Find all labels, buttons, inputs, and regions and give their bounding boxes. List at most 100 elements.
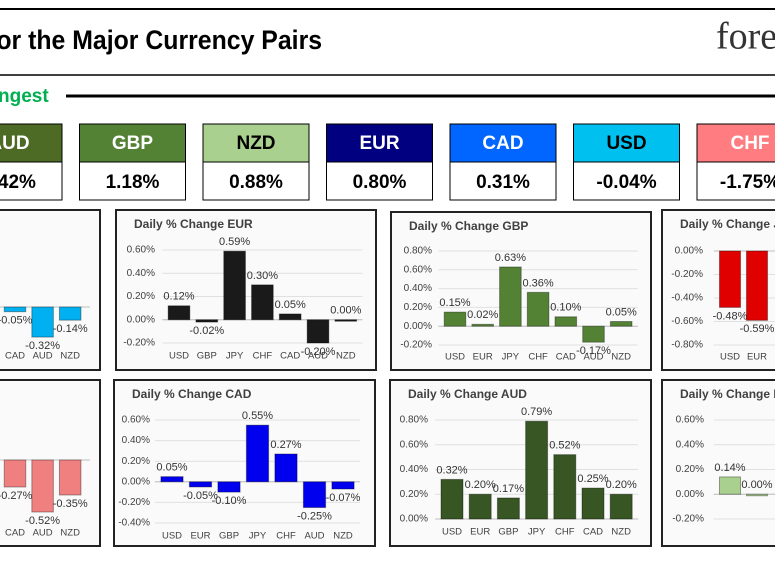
currency-name: CAD (482, 133, 523, 154)
value-label: 0.14% (714, 462, 745, 474)
currency-value-cell (202, 161, 310, 201)
y-tick-label: 0.00% (404, 321, 432, 332)
value-label: 0.20% (606, 479, 637, 491)
panel-frame (113, 379, 376, 547)
currency-change: 1.18% (106, 172, 160, 193)
bar (31, 459, 54, 513)
x-tick-label: EUR (190, 531, 210, 542)
value-label: 0.63% (495, 252, 526, 264)
x-tick-label: CHF (253, 351, 273, 362)
x-tick-label: NZD (333, 531, 353, 542)
x-tick-label: AUD (583, 352, 603, 363)
x-tick-label: JPY (502, 352, 520, 363)
currency-name: NZD (236, 133, 275, 154)
bar (581, 487, 605, 520)
x-tick-label: CAD (5, 351, 25, 362)
bar (217, 481, 241, 493)
bar (188, 481, 213, 488)
currency-change: 0.80% (353, 172, 407, 193)
x-tick-label: CHF (555, 527, 575, 538)
value-label: -0.17% (576, 345, 611, 357)
bar (496, 497, 520, 520)
value-label: 0.59% (219, 236, 250, 248)
currency-change: 0.88% (229, 172, 283, 193)
page-title: or the Major Currency Pairs (0, 26, 322, 55)
x-tick-label: GBP (197, 351, 217, 362)
currency-box: AUD 1.42% (0, 123, 63, 201)
bar (58, 306, 82, 321)
y-tick-label: -0.20% (671, 269, 703, 280)
bar (31, 306, 54, 338)
bar (443, 311, 467, 327)
y-tick-label: 0.80% (400, 415, 428, 426)
x-tick-label: AUD (304, 531, 324, 542)
value-label: 0.00% (330, 305, 361, 317)
x-tick-label: JPY (528, 527, 546, 538)
bar (334, 319, 358, 322)
currency-value-cell (0, 161, 63, 201)
bar (718, 250, 742, 308)
bar (554, 316, 578, 327)
chart-title: Daily % Change CAD (132, 387, 252, 401)
x-tick-label: GBP (219, 531, 239, 542)
y-tick-label: 0.20% (400, 489, 428, 500)
bar (160, 476, 184, 483)
value-label: -0.27% (0, 490, 33, 502)
value-label: -0.59% (740, 323, 775, 335)
x-tick-label: NZD (336, 351, 356, 362)
value-label: 0.05% (606, 306, 637, 318)
currency-header (202, 123, 310, 163)
x-tick-label: AUD (33, 351, 53, 362)
value-label: 0.00% (741, 479, 772, 491)
value-label: -0.05% (183, 490, 218, 502)
x-tick-label: NZD (611, 352, 631, 363)
currency-box: CAD 0.31% (449, 123, 557, 201)
y-tick-label: -0.20% (123, 338, 155, 349)
value-label: 0.20% (465, 479, 496, 491)
bar (251, 284, 274, 321)
panel-frame (0, 209, 101, 371)
value-label: 0.36% (522, 277, 553, 289)
y-tick-label: 0.40% (122, 435, 150, 446)
y-tick-label: 0.00% (676, 489, 704, 500)
chart-panel: Daily % Change CAD 0.60% 0.40% 0.20% 0.00% -0… (113, 379, 376, 547)
y-tick-label: 0.00% (122, 476, 150, 487)
bar (306, 319, 330, 344)
x-tick-label: CHF (276, 531, 296, 542)
currency-value-cell (573, 161, 680, 201)
currency-box: CHF -1.75% (696, 123, 775, 201)
currency-box: GBP 1.18% (79, 123, 186, 201)
y-tick-label: 0.00% (400, 514, 428, 525)
x-tick-label: USD (162, 531, 182, 542)
value-label: -0.32% (25, 340, 60, 352)
x-tick-label: EUR (470, 527, 490, 538)
currency-header (79, 123, 186, 163)
currency-header (696, 123, 775, 163)
bar (3, 459, 27, 488)
chart-panel: -0.05% CAD-0.32%AUD -0.14% NZD (0, 209, 101, 371)
bar (223, 250, 246, 321)
value-label: -0.07% (326, 492, 361, 504)
x-tick-label: CAD (280, 351, 300, 362)
currency-header (449, 123, 557, 163)
y-tick-label: 0.80% (404, 246, 432, 257)
chart-panel: Daily % Change GBP 0.80% 0.60% 0.40% 0.20% 0.… (390, 211, 652, 371)
bar (331, 481, 355, 490)
y-tick-label: 0.20% (122, 456, 150, 467)
value-label: -0.48% (713, 310, 748, 322)
bar (745, 493, 769, 497)
bar (302, 481, 327, 509)
panel-frame (661, 379, 775, 547)
y-tick-label: 0.00% (675, 246, 703, 257)
value-label: 0.79% (521, 406, 552, 418)
y-tick-label: 0.40% (404, 283, 432, 294)
y-tick-label: 0.60% (404, 264, 432, 275)
bar (718, 476, 742, 495)
y-tick-label: 0.40% (676, 439, 704, 450)
currency-name: EUR (359, 133, 399, 154)
x-tick-label: EUR (473, 352, 493, 363)
chart-panel: Daily % Change EUR 0.60% 0.40% 0.20% 0.00% -0… (115, 209, 377, 371)
bar (745, 250, 769, 321)
y-tick-label: 0.00% (127, 314, 155, 325)
value-label: 0.12% (163, 291, 194, 303)
